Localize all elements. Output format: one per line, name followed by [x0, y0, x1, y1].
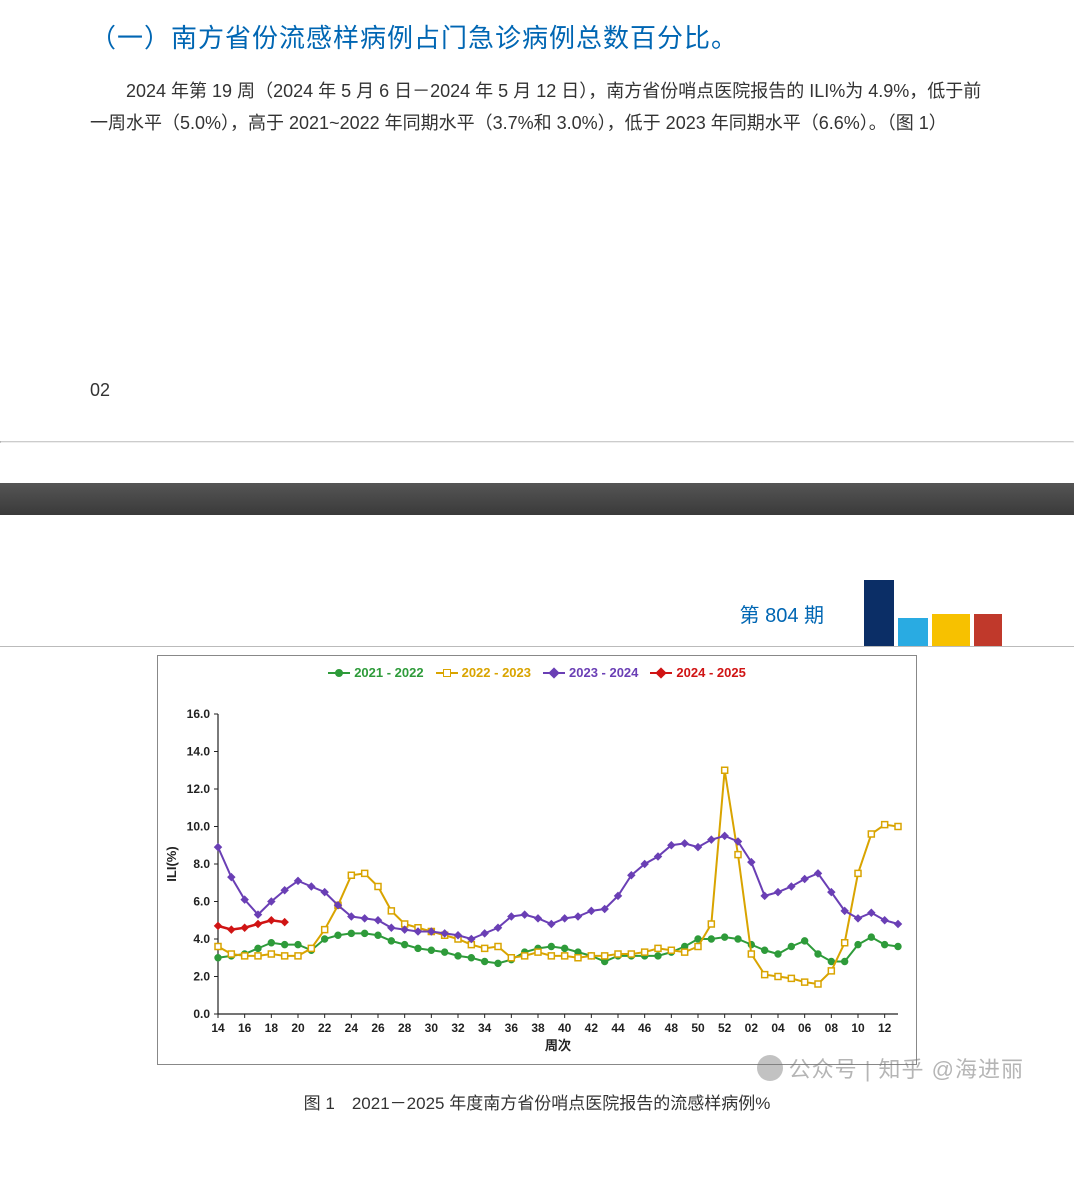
svg-text:28: 28 — [398, 1021, 412, 1035]
svg-text:12.0: 12.0 — [187, 782, 211, 796]
svg-text:8.0: 8.0 — [193, 857, 210, 871]
svg-text:0.0: 0.0 — [193, 1007, 210, 1021]
page-number: 02 — [90, 380, 984, 401]
svg-text:52: 52 — [718, 1021, 732, 1035]
svg-text:08: 08 — [825, 1021, 839, 1035]
legend-label: 2024 - 2025 — [676, 665, 745, 680]
top-section: （一）南方省份流感样病例占门急诊病例总数百分比。 2024 年第 19 周（20… — [0, 0, 1074, 441]
legend-item: 2022 - 2023 — [436, 665, 531, 680]
svg-text:40: 40 — [558, 1021, 572, 1035]
svg-text:42: 42 — [585, 1021, 599, 1035]
svg-text:18: 18 — [265, 1021, 279, 1035]
svg-text:周次: 周次 — [545, 1038, 571, 1053]
body-paragraph: 2024 年第 19 周（2024 年 5 月 6 日－2024 年 5 月 1… — [90, 75, 984, 140]
svg-text:ILI(%): ILI(%) — [164, 847, 179, 882]
svg-text:4.0: 4.0 — [193, 932, 210, 946]
chart-frame: 2021 - 2022 2022 - 2023 2023 - 2024 2024 - … — [157, 655, 917, 1066]
diamond-marker-icon — [548, 667, 559, 678]
svg-text:24: 24 — [345, 1021, 359, 1035]
issue-header: 第 804 期 — [0, 575, 1074, 647]
svg-text:06: 06 — [798, 1021, 812, 1035]
svg-text:14.0: 14.0 — [187, 745, 211, 759]
square-marker-icon — [443, 669, 451, 677]
decorative-block — [898, 618, 928, 646]
issue-number: 第 804 期 — [740, 599, 824, 646]
chart-container: 2021 - 2022 2022 - 2023 2023 - 2024 2024 - … — [0, 655, 1074, 1125]
bottom-section: 第 804 期 2021 - 2022 2022 - 2023 2023 - 202… — [0, 515, 1074, 1125]
chart-legend: 2021 - 2022 2022 - 2023 2023 - 2024 2024 - … — [158, 656, 916, 685]
circle-marker-icon — [335, 669, 343, 677]
svg-text:48: 48 — [665, 1021, 679, 1035]
legend-item: 2021 - 2022 — [328, 665, 423, 680]
separator-bar — [0, 483, 1074, 515]
svg-text:32: 32 — [451, 1021, 465, 1035]
legend-label: 2023 - 2024 — [569, 665, 638, 680]
section-heading: （一）南方省份流感样病例占门急诊病例总数百分比。 — [90, 18, 984, 55]
svg-text:30: 30 — [425, 1021, 439, 1035]
decorative-block — [932, 614, 970, 646]
svg-text:14: 14 — [211, 1021, 225, 1035]
legend-item: 2024 - 2025 — [650, 665, 745, 680]
diamond-marker-icon — [656, 667, 667, 678]
svg-text:6.0: 6.0 — [193, 895, 210, 909]
svg-text:02: 02 — [745, 1021, 759, 1035]
svg-text:50: 50 — [691, 1021, 705, 1035]
svg-text:26: 26 — [371, 1021, 385, 1035]
svg-text:34: 34 — [478, 1021, 492, 1035]
svg-text:16: 16 — [238, 1021, 252, 1035]
svg-text:10.0: 10.0 — [187, 820, 211, 834]
svg-text:36: 36 — [505, 1021, 519, 1035]
svg-text:46: 46 — [638, 1021, 652, 1035]
divider-line — [0, 441, 1074, 443]
svg-text:10: 10 — [851, 1021, 865, 1035]
line-chart: 0.0 2.0 4.0 6.0 8.0 10.0 12.0 14.0 16.0 14 16 18 20 2… — [158, 684, 918, 1064]
legend-label: 2022 - 2023 — [462, 665, 531, 680]
decorative-block — [864, 580, 894, 646]
svg-text:44: 44 — [611, 1021, 625, 1035]
svg-text:04: 04 — [771, 1021, 785, 1035]
svg-text:38: 38 — [531, 1021, 545, 1035]
decorative-blocks — [864, 574, 1002, 646]
decorative-block — [974, 614, 1002, 646]
svg-text:20: 20 — [291, 1021, 305, 1035]
legend-item: 2023 - 2024 — [543, 665, 638, 680]
svg-text:12: 12 — [878, 1021, 892, 1035]
figure-caption: 图 1 2021－2025 年度南方省份哨点医院报告的流感样病例% — [0, 1089, 1074, 1114]
svg-text:2.0: 2.0 — [193, 970, 210, 984]
svg-text:16.0: 16.0 — [187, 707, 211, 721]
legend-label: 2021 - 2022 — [354, 665, 423, 680]
svg-text:22: 22 — [318, 1021, 332, 1035]
